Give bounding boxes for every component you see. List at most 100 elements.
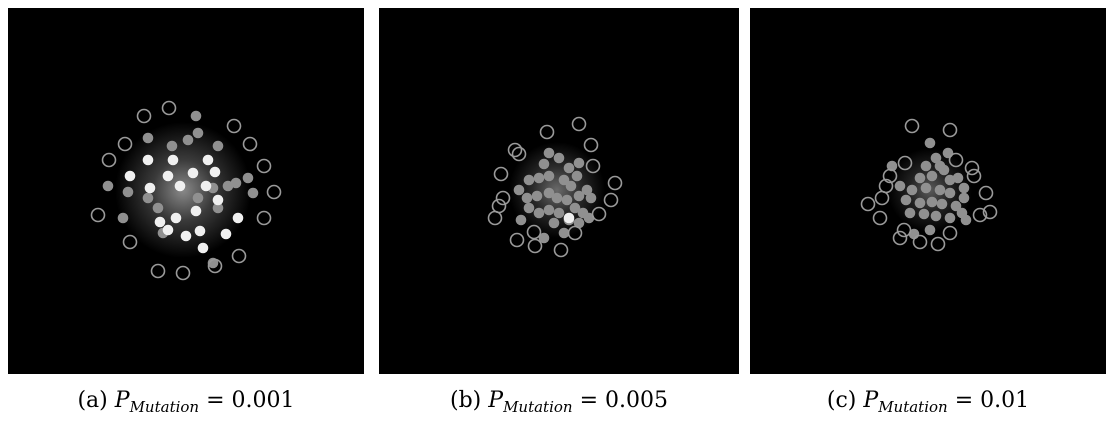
figure-panel-a: [8, 8, 364, 374]
caption-subscript: Mutation: [129, 398, 200, 416]
dot-marker: [944, 187, 956, 199]
dot-marker: [515, 214, 527, 226]
caption-subscript: Mutation: [878, 398, 948, 416]
dot-marker: [573, 190, 585, 202]
dot-marker: [154, 216, 166, 228]
ring-marker: [150, 263, 166, 279]
dot-marker: [182, 134, 194, 146]
ring-marker: [982, 204, 998, 220]
ring-marker: [161, 100, 177, 116]
dot-marker: [563, 212, 575, 224]
figure-panel-c: [750, 8, 1106, 374]
ring-marker: [117, 136, 133, 152]
dot-marker: [958, 192, 970, 204]
caption-symbol: P: [114, 388, 130, 413]
ring-marker: [948, 152, 964, 168]
ring-marker: [175, 265, 191, 281]
dot-marker: [247, 187, 259, 199]
ring-marker: [966, 168, 982, 184]
dot-marker: [212, 202, 224, 214]
figure-panel-b: [379, 8, 739, 374]
dot-marker: [142, 132, 154, 144]
dot-marker: [553, 152, 565, 164]
dot-marker: [117, 212, 129, 224]
dot-marker: [207, 257, 219, 269]
dot-marker: [585, 192, 597, 204]
caption-label: (c): [826, 388, 857, 413]
dot-marker: [162, 170, 174, 182]
dot-marker: [190, 205, 202, 217]
ring-marker: [964, 160, 980, 176]
dot-marker: [166, 140, 178, 152]
dot-marker: [222, 180, 234, 192]
dot-marker: [573, 157, 585, 169]
caption-relation: =: [579, 388, 599, 413]
ring-marker: [487, 210, 503, 226]
caption-a: (a) PMutation = 0.001: [8, 385, 364, 417]
dot-marker: [952, 172, 964, 184]
ring-marker: [882, 168, 898, 184]
dot-marker: [960, 214, 972, 226]
ring-marker: [231, 248, 247, 264]
dot-marker: [142, 154, 154, 166]
scatter-plot-c: [750, 8, 1106, 374]
dot-marker: [958, 182, 970, 194]
ring-marker: [527, 238, 543, 254]
scatter-plot-b: [379, 8, 739, 374]
dot-marker: [144, 182, 156, 194]
dot-marker: [914, 172, 926, 184]
dot-marker: [212, 140, 224, 152]
ring-marker: [553, 242, 569, 258]
dot-marker: [200, 180, 212, 192]
ring-marker: [567, 225, 583, 241]
dot-marker: [170, 212, 182, 224]
dot-marker: [886, 160, 898, 172]
dot-marker: [124, 170, 136, 182]
dot-marker: [187, 167, 199, 179]
dot-marker: [538, 158, 550, 170]
dot-marker: [194, 225, 206, 237]
dot-marker: [914, 197, 926, 209]
dot-marker: [543, 147, 555, 159]
ring-marker: [912, 234, 928, 250]
ring-marker: [585, 158, 601, 174]
ring-marker: [583, 137, 599, 153]
ring-marker: [539, 124, 555, 140]
dot-marker: [924, 224, 936, 236]
scatter-plot-a: [8, 8, 364, 374]
dot-marker: [533, 172, 545, 184]
ring-marker: [874, 190, 890, 206]
dot-marker: [583, 212, 595, 224]
marker-group-c: [860, 118, 998, 252]
ring-marker: [942, 122, 958, 138]
caption-value: 0.01: [980, 388, 1030, 413]
caption-symbol: P: [863, 388, 879, 413]
dot-marker: [926, 196, 938, 208]
dot-marker: [548, 217, 560, 229]
dot-marker: [930, 210, 942, 222]
caption-label: (a): [77, 388, 108, 413]
caption-relation: =: [954, 388, 974, 413]
ring-marker: [526, 224, 542, 240]
ring-marker: [242, 136, 258, 152]
dot-marker: [563, 162, 575, 174]
dot-marker: [920, 182, 932, 194]
dot-marker: [152, 202, 164, 214]
dot-marker: [906, 184, 918, 196]
ring-marker: [136, 108, 152, 124]
dot-marker: [930, 152, 942, 164]
marker-group-a: [90, 100, 282, 281]
dot-marker: [543, 204, 555, 216]
ring-marker: [511, 146, 527, 162]
dot-marker: [212, 194, 224, 206]
dot-marker: [944, 174, 956, 186]
dot-marker: [950, 200, 962, 212]
ring-marker: [571, 116, 587, 132]
ring-marker: [207, 258, 223, 274]
dot-marker: [558, 227, 570, 239]
dot-marker: [513, 184, 525, 196]
dot-marker: [926, 170, 938, 182]
dot-marker: [230, 177, 242, 189]
caption-subscript: Mutation: [503, 398, 573, 416]
dot-marker: [561, 194, 573, 206]
